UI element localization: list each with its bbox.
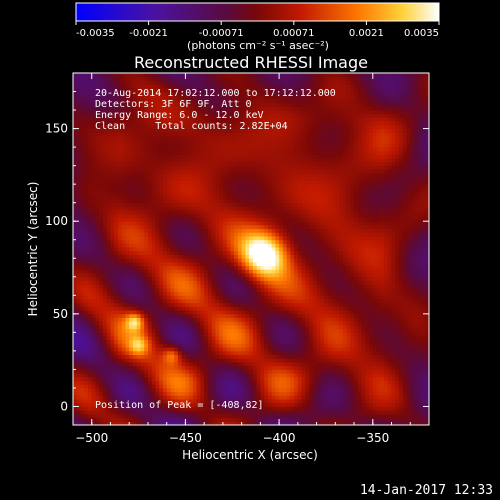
annotation-time: 20-Aug-2014 17:02:12.000 to 17:12:12.000 [95, 88, 336, 99]
colorbar-label: (photons cm⁻² s⁻¹ asec⁻²) [187, 39, 329, 52]
colorbar-tick-label: -0.00071 [199, 28, 244, 39]
colorbar-ticks: -0.0035 -0.0021 -0.00071 0.00071 0.0021 0.003… [75, 21, 440, 39]
footer-timestamp: 14-Jan-2017 12:33 [360, 483, 493, 498]
plot-frame [72, 72, 430, 426]
x-tick-label: −500 [75, 431, 108, 445]
y-tick-label: 100 [45, 214, 68, 228]
y-tick-label: 150 [45, 122, 68, 136]
peak-position-label: Position of Peak = [-408,82] [95, 400, 264, 411]
y-tick-label: 50 [53, 307, 68, 321]
colorbar-tick-label: 0.00071 [273, 28, 314, 39]
x-tick-label: −350 [356, 431, 389, 445]
x-tick-label: −450 [169, 431, 202, 445]
x-tick-label: −400 [263, 431, 296, 445]
x-axis-ticks: −500 −450 −400 −350 [72, 73, 430, 445]
colorbar-tick-label: -0.0035 [76, 28, 115, 39]
annotation-energy: Energy Range: 6.0 - 12.0 keV [95, 110, 264, 121]
y-tick-label: 0 [60, 399, 68, 413]
annotation-clean: Clean Total counts: 2.82E+04 [95, 121, 288, 132]
x-axis-label: Heliocentric X (arcsec) [182, 448, 318, 462]
colorbar-tick-label: -0.0021 [129, 28, 168, 39]
chart-title: Reconstructed RHESSI Image [134, 53, 368, 72]
y-axis-label: Heliocentric Y (arcsec) [26, 182, 40, 317]
heatmap-image [73, 73, 429, 425]
colorbar-tick-label: 0.0035 [404, 28, 439, 39]
colorbar [75, 2, 440, 22]
colorbar-tick-label: 0.0021 [349, 28, 384, 39]
y-axis-ticks: 0 50 100 150 [45, 72, 429, 426]
annotation-detectors: Detectors: 3F 6F 9F, Att 0 [95, 99, 252, 110]
